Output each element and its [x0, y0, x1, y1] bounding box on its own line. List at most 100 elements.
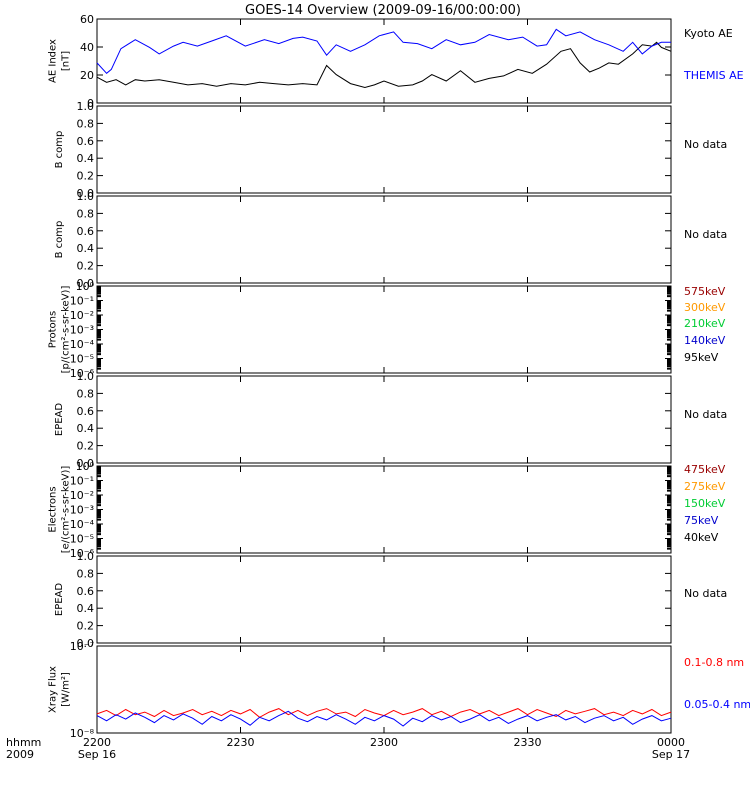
series-label: 150keV — [684, 497, 726, 510]
y-tick-label: 20 — [80, 69, 94, 82]
y-tick-label: 0 — [87, 97, 94, 110]
xray-series — [96, 708, 672, 727]
x-date-label: Sep 16 — [78, 748, 116, 761]
y-tick-label: 10⁰ — [76, 460, 95, 473]
y-tick-label: 1.0 — [77, 100, 95, 113]
y-tick-label: 1.0 — [77, 370, 95, 383]
panel-4: 10⁻⁶10⁻⁵ 10⁻⁴10⁻³ 10⁻²10⁻¹ 10⁰ Protons [p/(cm… — [48, 280, 726, 380]
xray-line-2 — [96, 710, 672, 727]
y-tick-label: 0.0 — [77, 637, 95, 650]
series-label: No data — [684, 138, 727, 151]
series-label: 0.1-0.8 nm — [684, 656, 744, 669]
y-axis-label: Xray Flux — [48, 666, 59, 713]
y-tick-label: 1.0 — [77, 550, 95, 563]
panel-frame — [96, 555, 672, 644]
y-tick-label: 0.6 — [77, 405, 95, 418]
x-tick-label: 2200 — [83, 736, 111, 749]
y-tick-label: 0.2 — [77, 260, 95, 273]
panel-frame — [96, 18, 672, 104]
y-tick-label: 0.2 — [77, 170, 95, 183]
series-label: 0.05-0.4 nm — [684, 698, 750, 711]
y-tick-label: 0.8 — [77, 387, 95, 400]
series-label: No data — [684, 408, 727, 421]
y-tick-label: 10⁻⁵ — [70, 533, 94, 546]
y-tick-label: 10⁻⁴ — [70, 518, 95, 531]
panel-frame — [96, 285, 672, 374]
y-tick-label: 60 — [80, 13, 94, 26]
y-tick-label: 0.4 — [77, 602, 95, 615]
y-tick-label: 0.8 — [77, 567, 95, 580]
y-tick-label: 0.4 — [77, 422, 95, 435]
y-axis-label: [e/(cm²-s-sr-keV)] — [61, 466, 72, 554]
series-label: Kyoto AE — [684, 27, 733, 40]
series-label: THEMIS AE — [683, 69, 744, 82]
series-label: 300keV — [684, 301, 726, 314]
y-tick-label: 10⁻⁶ — [70, 367, 95, 380]
series-label: 40keV — [684, 531, 719, 544]
chart-title: GOES-14 Overview (2009-09-16/00:00:00) — [245, 3, 521, 18]
y-axis-label: Electrons — [48, 486, 59, 532]
panel-frame — [96, 375, 672, 464]
x-tick-label: 0000 — [657, 736, 685, 749]
y-axis-label: AE Index — [48, 39, 59, 83]
panel-8: 10⁻⁸ 10⁻⁷ Xray Flux [W/m²] 0.1-0.8 nm 0.05-0.… — [48, 640, 750, 740]
series-label: 275keV — [684, 480, 726, 493]
y-axis-label: [nT] — [61, 51, 72, 71]
x-tick-label: 2300 — [370, 736, 398, 749]
y-tick-label: 1.0 — [77, 190, 95, 203]
x-row-label-time: hhmm — [6, 736, 41, 749]
series-label: No data — [684, 587, 727, 600]
series-label: 75keV — [684, 514, 719, 527]
series-label: 140keV — [684, 334, 726, 347]
y-tick-label: 10⁻³ — [70, 324, 94, 337]
y-tick-label: 40 — [80, 41, 94, 54]
y-axis-label: [p/(cm²-s-sr-keV)] — [61, 286, 72, 374]
y-tick-label: 0.0 — [77, 187, 95, 200]
panel-5: 0.0 0.2 0.4 0.6 0.8 1.0 EPEAD No data — [54, 370, 727, 470]
y-tick-label: 0.8 — [77, 207, 95, 220]
ae-line-1 — [96, 41, 672, 89]
x-tick-label: 2330 — [514, 736, 542, 749]
y-axis-label: B comp — [54, 221, 65, 259]
x-tick-label: 2230 — [227, 736, 255, 749]
series-label: 475keV — [684, 463, 726, 476]
y-axis-label: B comp — [54, 131, 65, 169]
ae-line-2 — [96, 28, 671, 74]
y-tick-label: 0.8 — [77, 117, 95, 130]
y-tick-label: 10⁻⁶ — [70, 547, 95, 560]
panel-1: 0 20 40 60 AE Index [nT] Kyoto AE THEMIS AE — [48, 13, 744, 110]
panel-frame — [96, 645, 672, 734]
y-tick-label: 0.6 — [77, 225, 95, 238]
y-axis-label: EPEAD — [54, 403, 65, 437]
y-tick-label: 0.4 — [77, 152, 95, 165]
y-tick-label: 0.2 — [77, 620, 95, 633]
series-label: No data — [684, 228, 727, 241]
y-tick-label: 10⁻² — [70, 309, 94, 322]
y-tick-label: 0.2 — [77, 440, 95, 453]
y-tick-label: 10⁻⁵ — [70, 353, 94, 366]
x-date-label: Sep 17 — [652, 748, 690, 761]
y-tick-label: 0.6 — [77, 585, 95, 598]
ae-series — [96, 28, 672, 89]
y-tick-label: 0.0 — [77, 457, 95, 470]
y-tick-label: 10⁻³ — [70, 504, 94, 517]
y-tick-label: 10⁻² — [70, 489, 94, 502]
panel-6: 10⁻⁶10⁻⁵ 10⁻⁴10⁻³ 10⁻²10⁻¹ 10⁰ Electrons [e/(… — [48, 460, 726, 560]
y-axis-label: Protons — [48, 311, 59, 348]
panel-7: 0.0 0.2 0.4 0.6 0.8 1.0 EPEAD No data — [54, 550, 727, 650]
panel-frame — [96, 105, 672, 194]
panel-3: 0.0 0.2 0.4 0.6 0.8 1.0 B comp No data — [54, 190, 727, 290]
panel-2: 0.0 0.2 0.4 0.6 0.8 1.0 B comp No data — [54, 100, 727, 200]
y-tick-label: 0.0 — [77, 277, 95, 290]
y-tick-label: 0.4 — [77, 242, 95, 255]
series-label: 575keV — [684, 285, 726, 298]
y-axis-label: EPEAD — [54, 583, 65, 617]
series-label: 95keV — [684, 351, 719, 364]
x-row-label-year: 2009 — [6, 748, 34, 761]
series-label: 210keV — [684, 317, 726, 330]
panel-frame — [96, 195, 672, 284]
y-tick-label: 10⁻⁸ — [70, 727, 95, 740]
panel-frame — [96, 465, 672, 554]
y-tick-label: 10⁻⁷ — [70, 640, 94, 653]
